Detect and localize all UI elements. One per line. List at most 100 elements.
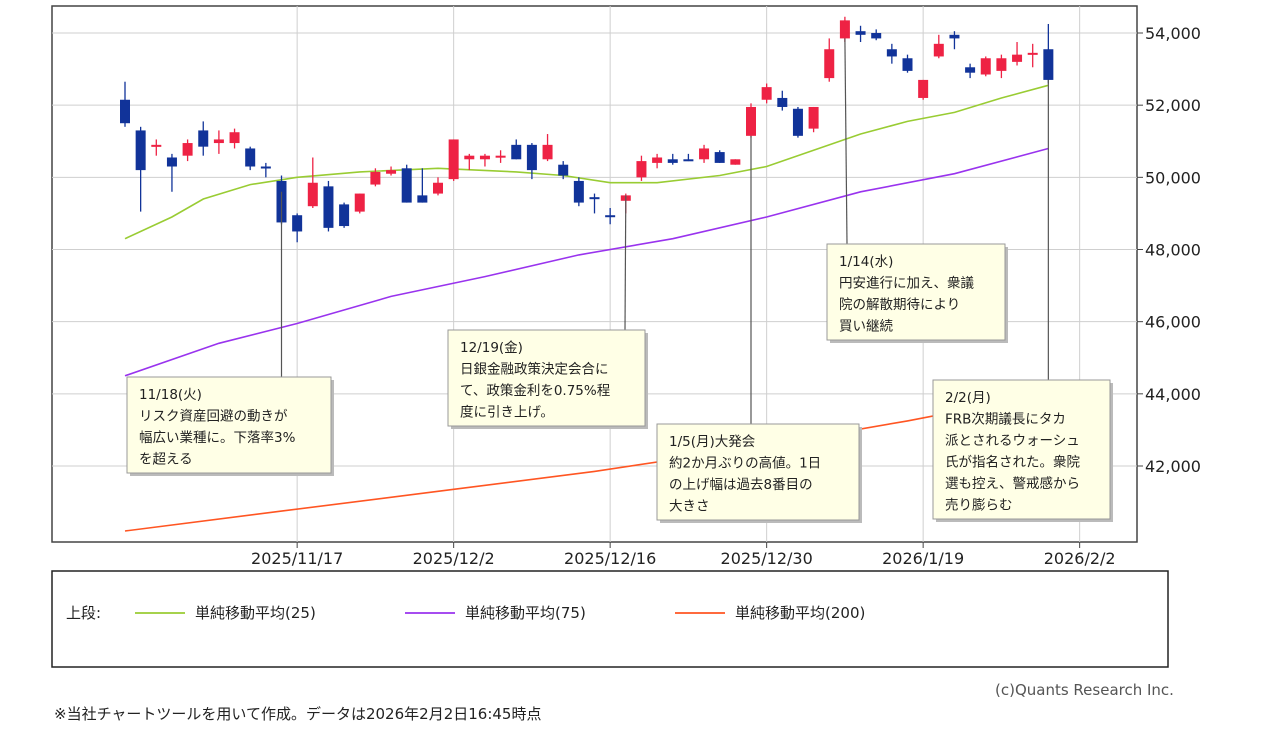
annotation-text-line: 12/19(金) <box>460 340 523 356</box>
x-tick-label: 2025/12/30 <box>721 549 813 568</box>
moving-average-lines <box>124 84 1049 532</box>
x-tick-label: 2026/1/19 <box>882 549 964 568</box>
candle-body <box>558 164 569 176</box>
x-tick-label: 2026/2/2 <box>1044 549 1116 568</box>
annotation-text-line: 院の解散期待により <box>839 297 960 313</box>
candle-body <box>1043 49 1054 80</box>
x-tick-label: 2025/12/2 <box>413 549 495 568</box>
candle-body <box>292 215 303 232</box>
annotation-text-line: 2/2(月) <box>945 390 991 406</box>
annotation-text-line: 1/5(月)大発会 <box>669 434 755 450</box>
candle-body <box>949 34 960 39</box>
candle-body <box>589 197 600 200</box>
candle-body <box>542 144 553 160</box>
annotation-callout: 2/2(月) FRB次期議長にタカ派とされるウォーシュ氏が指名された。衆院選も控え… <box>932 79 1113 522</box>
candle-body <box>933 43 944 57</box>
annotation-text-line: 約2か月ぶりの高値。1日 <box>669 455 821 472</box>
candle-body <box>182 143 193 156</box>
candle-body <box>386 170 397 174</box>
legend-label-2: 単純移動平均(200) <box>735 604 865 622</box>
footnote: ※当社チャートツールを用いて作成。データは2026年2月2日16:45時点 <box>54 705 542 723</box>
candle-body <box>370 171 381 185</box>
candle-body <box>1012 54 1023 62</box>
candle-body <box>761 87 772 100</box>
annotation-text-line: 氏が指名された。衆院 <box>945 455 1080 471</box>
candle-body <box>871 33 882 39</box>
candle-body <box>151 144 162 147</box>
candle-body <box>886 49 897 57</box>
candle-body <box>730 159 741 165</box>
candle-body <box>339 204 350 227</box>
x-tick-label: 2025/11/17 <box>251 549 343 568</box>
candle-body <box>166 157 177 167</box>
candle-body <box>652 157 663 163</box>
candle-body <box>401 168 412 203</box>
x-axis: 2025/11/17 2025/12/2 2025/12/16 2025/12/30 2… <box>251 542 1116 568</box>
ma-line-0 <box>124 84 1049 240</box>
y-tick-label: 48,000 <box>1145 241 1201 260</box>
ma-line-1 <box>124 147 1049 377</box>
legend-label-0: 単純移動平均(25) <box>195 604 316 622</box>
annotation-leader <box>844 38 848 245</box>
legend-prefix: 上段: <box>66 604 101 622</box>
candle-body <box>808 106 819 129</box>
candle-body <box>198 130 209 147</box>
annotation-text-line: 11/18(火) <box>139 387 202 403</box>
candle-body <box>260 166 271 169</box>
legend-box <box>51 570 1169 668</box>
candle-body <box>495 155 506 158</box>
candle-body <box>918 79 929 98</box>
candle-body <box>323 186 334 228</box>
candle-body <box>135 130 146 171</box>
annotation-text-line: 1/14(水) <box>839 254 893 270</box>
annotation-box <box>126 376 332 474</box>
candle-body <box>824 49 835 79</box>
candle-body <box>605 215 616 218</box>
candle-body <box>746 106 756 136</box>
x-tick-label: 2025/12/16 <box>564 549 656 568</box>
legend: 上段: 単純移動平均(25) 単純移動平均(75) 単純移動平均(200) <box>66 604 865 622</box>
annotation-box <box>932 379 1111 520</box>
ma-line-2 <box>124 393 1049 532</box>
candle-body <box>855 31 866 35</box>
y-tick-label: 54,000 <box>1145 24 1201 43</box>
candle-body <box>526 144 537 171</box>
annotation-box <box>826 243 1006 341</box>
annotation-leader <box>624 195 627 331</box>
candle-body <box>120 99 130 124</box>
candle-body <box>839 20 850 39</box>
candle-body <box>980 58 991 75</box>
y-tick-label: 44,000 <box>1145 385 1201 404</box>
y-tick-label: 46,000 <box>1145 313 1201 332</box>
candle-body <box>307 182 318 207</box>
annotation-text-line: 度に引き上げ。 <box>460 405 554 421</box>
candle-body <box>965 67 976 73</box>
candle-body <box>245 148 256 167</box>
candle-body <box>902 58 913 71</box>
y-axis: 54,000 52,000 50,000 48,000 46,000 44,000 42,0… <box>1137 24 1201 476</box>
candle-body <box>354 193 365 212</box>
annotation-text-line: の上げ幅は過去8番目の <box>669 477 813 493</box>
candle-body <box>448 139 459 180</box>
candle-body <box>511 144 522 160</box>
y-tick-label: 42,000 <box>1145 457 1201 476</box>
candle-body <box>714 152 725 163</box>
candle-body <box>792 108 803 136</box>
annotation-text-line: て、政策金利を0.75%程 <box>460 382 610 399</box>
candle-body <box>636 161 647 178</box>
annotation-box <box>656 423 860 521</box>
candle-body <box>433 182 443 194</box>
copyright-credit: (c)Quants Research Inc. <box>995 681 1174 699</box>
annotation-text-line: 買い継続 <box>839 319 893 335</box>
candle-body <box>699 148 710 160</box>
candle-body <box>777 97 788 107</box>
annotation-text-line: 日銀金融政策決定会合に <box>460 361 609 378</box>
candle-body <box>213 139 224 144</box>
annotation-text-line: 派とされるウォーシュ <box>945 433 1080 449</box>
annotation-text-line: FRB次期議長にタカ <box>945 411 1066 428</box>
candle-body <box>573 180 584 203</box>
candle-body <box>996 58 1007 71</box>
